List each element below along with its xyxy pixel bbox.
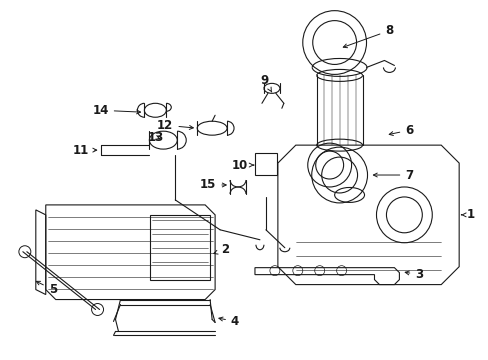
Text: 14: 14 (92, 104, 140, 117)
Text: 9: 9 (260, 74, 271, 92)
Text: 5: 5 (36, 282, 57, 296)
Text: 1: 1 (461, 208, 474, 221)
Text: 3: 3 (405, 268, 423, 281)
Text: 4: 4 (219, 315, 239, 328)
Text: 15: 15 (200, 179, 226, 192)
Text: 13: 13 (147, 131, 163, 144)
Text: 11: 11 (72, 144, 97, 157)
Text: 12: 12 (157, 119, 193, 132)
Text: 7: 7 (373, 168, 412, 181)
Text: 8: 8 (343, 24, 393, 48)
Bar (254, 153, 276, 175)
Text: 2: 2 (213, 243, 229, 256)
Text: 10: 10 (231, 158, 253, 172)
Text: 6: 6 (388, 124, 413, 137)
